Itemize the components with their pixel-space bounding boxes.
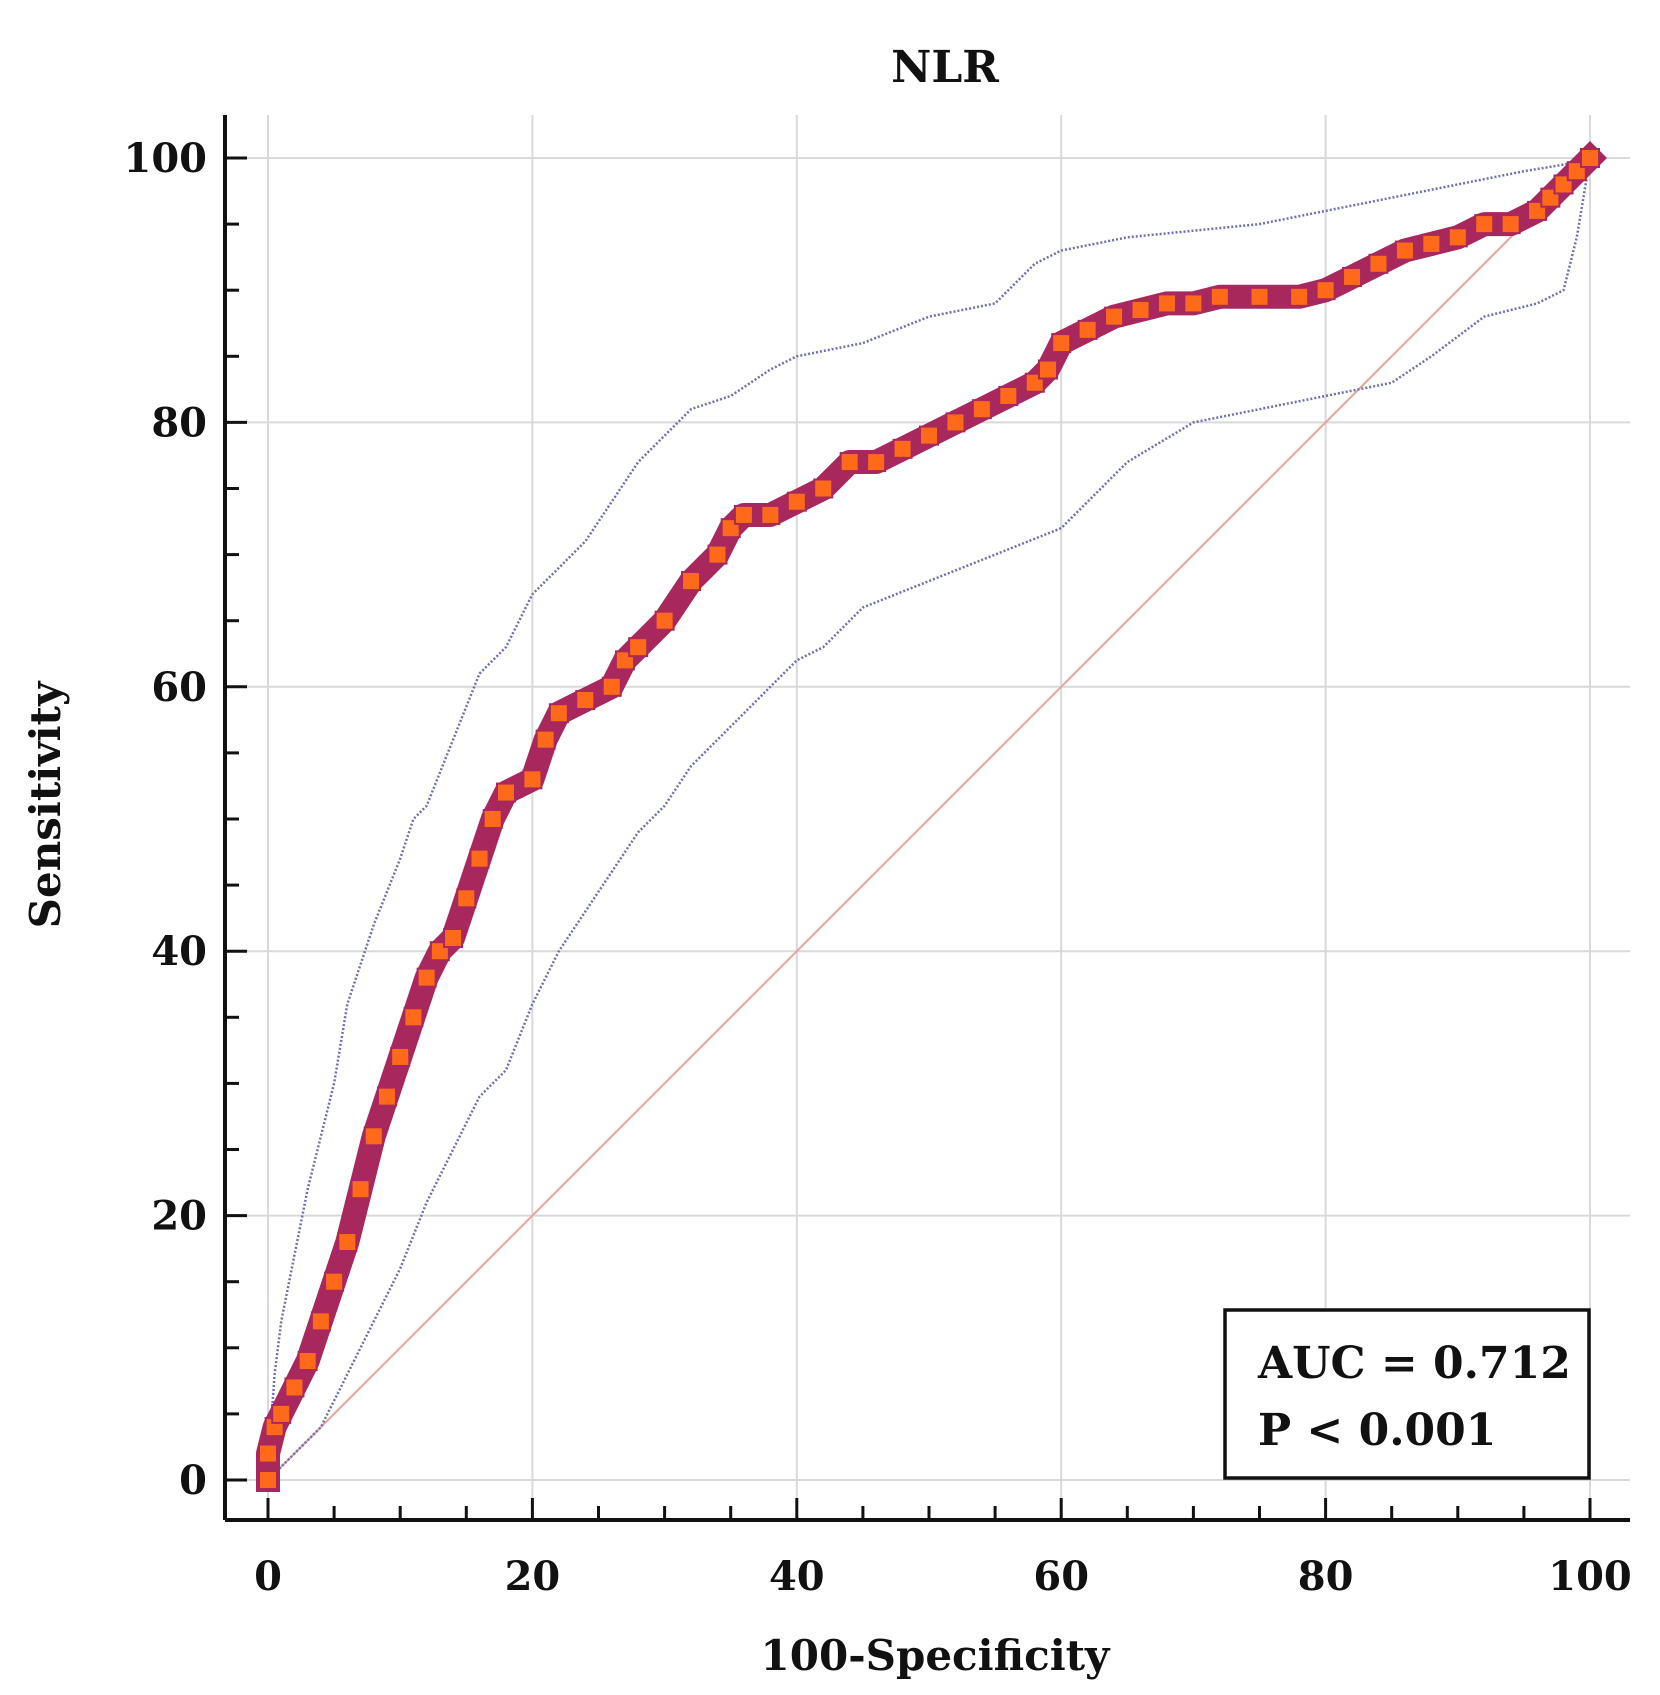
- roc-point-marker: [628, 637, 649, 658]
- roc-point-marker: [284, 1377, 305, 1398]
- x-tick-label: 100: [1548, 1553, 1632, 1600]
- roc-point-marker: [324, 1271, 345, 1292]
- y-tick-label: 40: [151, 928, 207, 975]
- grid: [225, 115, 1630, 1520]
- roc-point-marker: [482, 809, 503, 829]
- roc-point-marker: [535, 729, 556, 750]
- roc-point-marker: [1156, 293, 1177, 314]
- roc-point-marker: [1037, 359, 1058, 380]
- y-tick-label: 80: [151, 399, 207, 446]
- roc-point-marker: [1289, 286, 1310, 307]
- roc-point-marker: [403, 1007, 424, 1028]
- roc-point-marker: [839, 452, 860, 473]
- roc-point-marker: [456, 888, 477, 909]
- roc-point-marker: [760, 504, 781, 525]
- roc-point-marker: [469, 848, 490, 869]
- roc-point-marker: [1051, 333, 1072, 354]
- roc-point-marker: [945, 412, 966, 433]
- roc-point-marker: [1130, 300, 1151, 321]
- confidence-bound-line: [266, 156, 1591, 1467]
- roc-point-marker: [1209, 286, 1230, 307]
- roc-point-marker: [1394, 240, 1415, 261]
- roc-point-marker: [1474, 214, 1495, 235]
- roc-point-marker: [919, 425, 939, 446]
- roc-point-marker: [681, 571, 702, 592]
- x-tick-label: 60: [1033, 1553, 1089, 1600]
- roc-point-marker: [1447, 227, 1468, 248]
- roc-point-marker: [1580, 148, 1600, 168]
- x-axis-title: 100-Specificity: [761, 1631, 1112, 1680]
- roc-point-marker: [1183, 293, 1204, 314]
- ticks: 0 20 40 60 80 100 0 20 40 60 80 100: [124, 135, 1632, 1600]
- roc-point-marker: [998, 385, 1019, 406]
- roc-point-marker: [1315, 280, 1336, 301]
- roc-point-marker: [707, 544, 728, 565]
- roc-point-marker: [376, 1086, 397, 1107]
- roc-point-marker: [363, 1126, 384, 1147]
- reference-diagonal-line: [267, 157, 1591, 1481]
- roc-point-marker: [1368, 253, 1389, 274]
- roc-point-marker: [495, 782, 516, 803]
- roc-point-marker: [297, 1351, 318, 1372]
- annotation-box: AUC = 0.712 P < 0.001: [1223, 1308, 1591, 1480]
- roc-point-marker: [786, 491, 807, 512]
- roc-point-marker: [548, 703, 569, 724]
- roc-point-marker: [1077, 319, 1098, 340]
- roc-point-marker: [601, 676, 622, 697]
- roc-point-marker: [971, 399, 992, 420]
- auc-label: AUC = 0.712: [1257, 1338, 1571, 1389]
- annotation-frame: [1223, 1308, 1591, 1480]
- x-tick-label: 80: [1298, 1553, 1354, 1600]
- y-tick-label: 0: [179, 1457, 207, 1504]
- series-layer: [256, 141, 1607, 1492]
- y-tick-label: 20: [151, 1193, 207, 1240]
- chart-title: NLR: [891, 42, 999, 93]
- roc-point-marker: [1104, 306, 1125, 327]
- x-tick-label: 40: [769, 1553, 825, 1600]
- roc-point-marker: [310, 1311, 331, 1332]
- roc-point-marker: [258, 1443, 278, 1464]
- roc-point-marker: [416, 967, 437, 988]
- y-tick-label: 100: [124, 135, 208, 182]
- roc-point-marker: [390, 1046, 411, 1067]
- roc-point-marker: [1342, 266, 1363, 287]
- roc-point-marker: [1500, 214, 1521, 235]
- roc-point-marker: [350, 1179, 371, 1200]
- y-tick-label: 60: [151, 664, 207, 711]
- roc-point-marker: [866, 452, 887, 473]
- roc-point-marker: [1249, 286, 1270, 307]
- roc-point-marker: [443, 927, 464, 948]
- y-axis-title: Sensitivity: [21, 680, 70, 928]
- roc-point-marker: [575, 690, 596, 711]
- roc-point-marker: [271, 1403, 292, 1424]
- roc-point-marker: [1421, 233, 1442, 254]
- roc-point-marker: [892, 438, 913, 459]
- x-tick-label: 20: [505, 1553, 561, 1600]
- roc-point-marker: [733, 504, 754, 525]
- roc-point-marker: [522, 769, 543, 790]
- x-tick-label: 0: [254, 1553, 282, 1600]
- roc-point-marker: [654, 610, 675, 631]
- roc-point-marker: [258, 1470, 278, 1490]
- p-value-label: P < 0.001: [1258, 1405, 1496, 1456]
- roc-point-marker: [813, 478, 834, 499]
- roc-point-marker: [337, 1232, 358, 1253]
- confidence-bound-line: [267, 157, 1592, 1481]
